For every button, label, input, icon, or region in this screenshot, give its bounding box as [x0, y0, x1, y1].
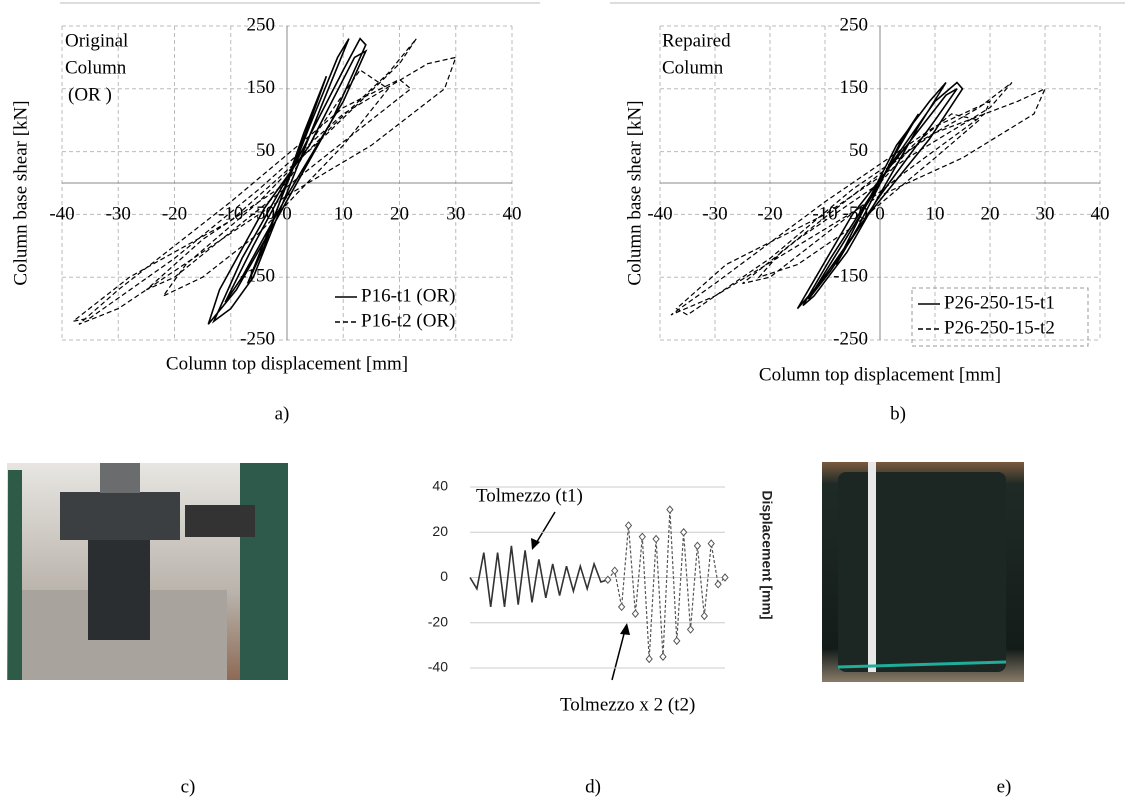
y-tick-label: 250	[247, 14, 276, 35]
data-point	[679, 527, 688, 537]
panel-label: b)	[890, 403, 906, 424]
x-tick-label: 10	[334, 203, 353, 224]
data-point	[631, 609, 640, 618]
y-tick-label: 0	[440, 568, 448, 584]
data-point	[645, 654, 653, 664]
y-tick-label: -150	[240, 266, 275, 287]
y-tick-label: 40	[432, 478, 448, 494]
annotation: Tolmezzo x 2 (t2)	[560, 694, 695, 715]
data-point	[652, 534, 660, 544]
x-tick-label: -40	[49, 203, 74, 224]
x-tick-label: 20	[981, 203, 1000, 224]
data-point	[707, 539, 715, 548]
y-tick-label: 150	[840, 77, 869, 98]
data-point	[617, 602, 626, 612]
x-tick-label: 30	[446, 203, 465, 224]
series-line	[670, 82, 1047, 316]
annotation: Tolmezzo (t1)	[476, 485, 583, 506]
panel-label: c)	[181, 776, 196, 797]
y-axis-label: Column base shear [kN]	[624, 100, 645, 285]
legend-label: P16-t2 (OR)	[361, 310, 455, 331]
series-line	[607, 509, 726, 660]
data-point	[700, 611, 708, 621]
annotation: Original	[65, 30, 128, 51]
y-tick-label: -250	[240, 328, 275, 349]
photo-e	[822, 462, 1024, 682]
x-tick-label: 40	[1091, 203, 1110, 224]
x-tick-label: -30	[106, 203, 131, 224]
y-tick-label: 250	[840, 14, 869, 35]
y-tick-label: 150	[247, 77, 276, 98]
x-tick-label: -10	[218, 203, 243, 224]
annotation: Column	[662, 57, 724, 78]
x-axis-label: Column top displacement [mm]	[759, 364, 1001, 385]
x-tick-label: 40	[503, 203, 522, 224]
annotation: (OR )	[68, 84, 112, 105]
panel-label: d)	[585, 776, 601, 797]
x-tick-label: -20	[162, 203, 187, 224]
data-point	[686, 625, 695, 634]
data-point	[693, 541, 702, 551]
x-tick-label: -20	[757, 203, 782, 224]
data-point	[638, 532, 646, 542]
y-tick-label: -20	[428, 613, 448, 629]
panel-label: e)	[997, 776, 1012, 797]
annotation: Repaired	[662, 30, 731, 51]
data-point	[666, 505, 674, 514]
series-line	[469, 545, 609, 608]
series-line	[207, 37, 368, 325]
data-point	[714, 580, 722, 589]
annotation: Column	[65, 57, 127, 78]
legend-label: P16-t1 (OR)	[361, 285, 455, 306]
data-point	[721, 573, 729, 582]
y-axis-label: Column base shear [kN]	[10, 100, 31, 285]
y-tick-label: -250	[833, 328, 868, 349]
x-tick-label: 20	[390, 203, 409, 224]
data-point	[673, 636, 681, 646]
annotation-arrows	[531, 511, 630, 681]
y-axis-label: Displacement [mm]	[759, 490, 775, 619]
y-tick-label: -40	[428, 659, 448, 675]
x-tick-label: -30	[702, 203, 727, 224]
x-tick-label: 10	[926, 203, 945, 224]
panel-label: a)	[275, 403, 290, 424]
y-tick-label: 20	[432, 523, 448, 539]
legend-box	[911, 287, 1089, 347]
data-point	[611, 566, 619, 575]
y-tick-label: 50	[256, 140, 275, 161]
data-point	[659, 652, 667, 661]
x-tick-label: -40	[647, 203, 672, 224]
series-line	[796, 81, 964, 310]
x-axis-label: Column top displacement [mm]	[166, 353, 408, 374]
legend-label: P26-250-15-t1	[944, 292, 1055, 313]
data-point	[604, 575, 612, 585]
photo-c	[7, 463, 288, 680]
series-line	[72, 38, 457, 325]
x-tick-label: 30	[1036, 203, 1055, 224]
data-point	[624, 521, 633, 530]
y-tick-label: -150	[833, 266, 868, 287]
x-tick-label: -10	[812, 203, 837, 224]
legend-label: P26-250-15-t2	[944, 317, 1055, 338]
y-tick-label: 50	[849, 140, 868, 161]
